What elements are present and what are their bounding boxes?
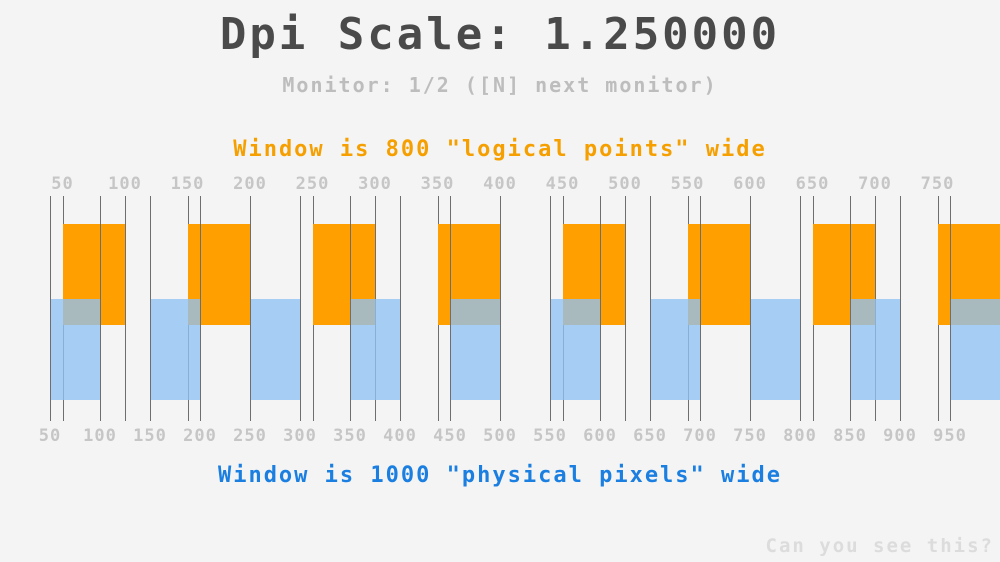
tick-line	[125, 196, 126, 421]
tick-label: 500	[483, 426, 517, 446]
tick-line	[200, 196, 201, 421]
tick-label: 150	[133, 426, 167, 446]
tick-line	[650, 196, 651, 421]
tick-label: 350	[420, 174, 455, 194]
legibility-note: Can you see this?	[765, 535, 994, 557]
tick-line	[550, 196, 551, 421]
tick-label: 800	[783, 426, 817, 446]
physical-pixels-caption: Window is 1000 "physical pixels" wide	[217, 463, 783, 488]
monitor-indicator: Monitor: 1/2 ([N] next monitor)	[282, 73, 718, 97]
physical-pixel-bar	[250, 299, 300, 400]
tick-line	[850, 196, 851, 421]
tick-line	[400, 196, 401, 421]
tick-line	[900, 196, 901, 421]
tick-line	[100, 196, 101, 421]
tick-label: 550	[533, 426, 567, 446]
tick-line	[150, 196, 151, 421]
tick-label: 750	[920, 174, 955, 194]
tick-label: 700	[858, 174, 892, 194]
tick-label: 50	[38, 426, 62, 446]
tick-label: 250	[295, 174, 330, 194]
physical-pixel-bar	[50, 299, 100, 400]
tick-line	[800, 196, 801, 421]
tick-label: 400	[383, 426, 417, 446]
page-title: Dpi Scale: 1.250000	[219, 9, 781, 60]
tick-line	[250, 196, 251, 421]
physical-pixel-bar	[950, 299, 1000, 400]
tick-label: 100	[83, 426, 117, 446]
logical-points-caption: Window is 800 "logical points" wide	[233, 137, 767, 162]
tick-line	[700, 196, 701, 421]
tick-label: 700	[683, 426, 717, 446]
tick-line	[625, 196, 626, 421]
tick-label: 300	[283, 426, 317, 446]
tick-label: 350	[333, 426, 367, 446]
tick-label: 600	[583, 426, 617, 446]
tick-label: 300	[358, 174, 392, 194]
tick-label: 950	[933, 426, 967, 446]
tick-label: 600	[733, 174, 767, 194]
physical-pixel-bar	[850, 299, 900, 400]
tick-line	[750, 196, 751, 421]
tick-label: 100	[108, 174, 142, 194]
tick-label: 400	[483, 174, 517, 194]
tick-line	[300, 196, 301, 421]
tick-line	[450, 196, 451, 421]
physical-pixel-bar	[650, 299, 700, 400]
physical-pixel-bar	[150, 299, 200, 400]
physical-pixel-bar	[350, 299, 400, 400]
tick-label: 900	[883, 426, 917, 446]
tick-line	[950, 196, 951, 421]
tick-label: 450	[545, 174, 580, 194]
tick-label: 650	[633, 426, 667, 446]
physical-pixel-bar	[550, 299, 600, 400]
tick-label: 50	[51, 174, 74, 194]
tick-label: 250	[233, 426, 267, 446]
tick-label: 550	[670, 174, 705, 194]
tick-line	[350, 196, 351, 421]
tick-line	[600, 196, 601, 421]
tick-label: 450	[433, 426, 467, 446]
tick-line	[500, 196, 501, 421]
tick-label: 500	[608, 174, 642, 194]
tick-line	[50, 196, 51, 421]
physical-pixel-bar	[750, 299, 800, 400]
tick-label: 200	[183, 426, 217, 446]
tick-label: 850	[833, 426, 867, 446]
physical-pixel-bar	[450, 299, 500, 400]
tick-label: 750	[733, 426, 767, 446]
tick-label: 200	[233, 174, 267, 194]
tick-label: 150	[170, 174, 205, 194]
tick-label: 650	[795, 174, 830, 194]
